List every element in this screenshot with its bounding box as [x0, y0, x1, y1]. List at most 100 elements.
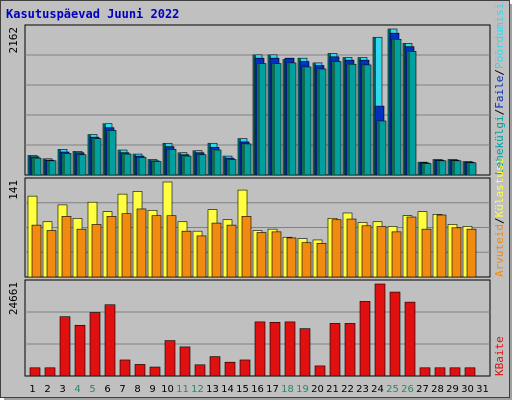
bar-top-pöördumisi-day-27-shade [418, 162, 421, 175]
x-tick-day-15: 15 [236, 384, 249, 395]
legend-item: Lehekülgi [493, 115, 506, 175]
bar-top-lehekülgi-day-16-shade [257, 63, 260, 175]
bar-middle-arvuteid-day-19 [301, 242, 312, 278]
bar-bottom-kbaite-day-23 [359, 301, 371, 377]
bar-top-lehekülgi-day-21-shade [332, 61, 335, 175]
bar-middle-arvuteid-day-20 [316, 243, 327, 278]
x-tick-day-25: 25 [386, 384, 399, 395]
bar-bottom-kbaite-day-14 [224, 361, 236, 377]
bar-middle-arvuteid-day-24 [376, 226, 387, 278]
bar-top-pöördumisi-day-24-shade [373, 37, 376, 176]
x-tick-day-9: 9 [149, 384, 155, 395]
x-tick-day-6: 6 [104, 384, 110, 395]
bar-top-pöördumisi-day-8-shade [133, 154, 136, 175]
x-tick-day-11: 11 [176, 384, 189, 395]
legend-item: Faile [493, 76, 506, 109]
bar-middle-arvuteid-day-13 [211, 222, 222, 278]
bar-top-lehekülgi-day-8-shade [137, 157, 140, 175]
bar-top-pöördumisi-day-19-shade [298, 58, 301, 175]
bar-top-lehekülgi-day-6-shade [107, 130, 110, 175]
x-tick-day-27: 27 [416, 384, 429, 395]
x-tick-day-19: 19 [296, 384, 309, 395]
bar-bottom-kbaite-day-13 [209, 356, 221, 377]
bar-middle-arvuteid-day-25 [391, 231, 402, 278]
legend-item: Pöördumisi [493, 3, 506, 69]
bar-top-pöördumisi-day-22-shade [343, 57, 346, 175]
x-tick-day-30: 30 [461, 384, 474, 395]
panel-top [24, 24, 491, 176]
bar-top-lehekülgi-day-7-shade [122, 154, 125, 175]
bar-bottom-kbaite-day-21 [329, 323, 341, 377]
bar-top-lehekülgi-day-28-shade [437, 160, 440, 175]
bar-top-lehekülgi-day-20-shade [317, 68, 320, 175]
bar-top-lehekülgi-day-4-shade [77, 154, 80, 175]
bar-middle-arvuteid-day-14 [226, 224, 237, 278]
legend-item: KBaite [493, 336, 506, 376]
bar-top-lehekülgi-day-30-shade [467, 162, 470, 175]
bar-bottom-kbaite-day-12 [194, 364, 206, 377]
legend-item: Külastusi [493, 158, 506, 218]
bar-top-lehekülgi-day-15-shade [242, 143, 245, 175]
x-tick-day-21: 21 [326, 384, 339, 395]
y-max-label-top: 2162 [7, 27, 20, 54]
x-tick-day-5: 5 [89, 384, 95, 395]
chart-title: Kasutuspäevad Juuni 2022 [6, 7, 180, 21]
bar-middle-arvuteid-day-4 [76, 228, 87, 278]
bar-bottom-kbaite-day-3 [59, 316, 71, 377]
bar-top-lehekülgi-day-14-shade [227, 159, 230, 175]
bar-top-lehekülgi-day-18-shade [287, 62, 290, 175]
bar-top-pöördumisi-day-20-shade [313, 62, 316, 175]
x-tick-day-16: 16 [251, 384, 264, 395]
bar-top-lehekülgi-day-19-shade [302, 66, 305, 175]
bar-top-lehekülgi-day-27-shade [422, 163, 425, 175]
bar-top-lehekülgi-day-1-shade [32, 158, 35, 175]
bar-top-pöördumisi-day-29-shade [448, 159, 451, 175]
bar-middle-arvuteid-day-11 [181, 230, 192, 278]
bar-middle-arvuteid-day-18 [286, 237, 297, 278]
bar-middle-arvuteid-day-21 [331, 219, 342, 278]
bar-bottom-kbaite-day-10 [164, 340, 176, 377]
bar-top-pöördumisi-day-1-shade [28, 155, 31, 175]
bar-top-pöördumisi-day-2-shade [43, 158, 46, 175]
bar-bottom-kbaite-day-9 [149, 366, 161, 377]
bar-middle-arvuteid-day-23 [361, 225, 372, 278]
bar-top-pöördumisi-day-3-shade [58, 149, 61, 175]
bar-bottom-kbaite-day-20 [314, 365, 326, 377]
bar-top-pöördumisi-day-11-shade [178, 152, 181, 175]
bar-top-pöördumisi-day-5-shade [88, 134, 91, 175]
bar-top-pöördumisi-day-28-shade [433, 159, 436, 175]
bar-middle-arvuteid-day-1 [31, 224, 42, 278]
bar-bottom-kbaite-day-28 [434, 367, 446, 377]
x-tick-day-13: 13 [206, 384, 219, 395]
x-tick-day-31: 31 [476, 384, 489, 395]
x-tick-day-14: 14 [221, 384, 234, 395]
x-tick-day-17: 17 [266, 384, 279, 395]
bar-top-pöördumisi-day-14-shade [223, 156, 226, 175]
x-tick-day-20: 20 [311, 384, 324, 395]
bar-middle-arvuteid-day-17 [271, 231, 282, 278]
bar-top-pöördumisi-day-25-shade [388, 29, 391, 175]
bar-bottom-kbaite-day-26 [404, 301, 416, 377]
x-tick-day-8: 8 [134, 384, 140, 395]
x-tick-day-10: 10 [161, 384, 174, 395]
y-max-label-middle: 141 [7, 180, 20, 200]
x-tick-day-3: 3 [59, 384, 65, 395]
x-tick-day-29: 29 [446, 384, 459, 395]
bar-middle-arvuteid-day-9 [151, 215, 162, 278]
bar-top-lehekülgi-day-11-shade [182, 156, 185, 175]
legend-item: / [493, 69, 506, 76]
bar-top-pöördumisi-day-13-shade [208, 143, 211, 175]
bar-bottom-kbaite-day-22 [344, 323, 356, 377]
bar-top-lehekülgi-day-29-shade [452, 160, 455, 175]
legend-item: / [493, 217, 506, 224]
bar-middle-arvuteid-day-8 [136, 208, 147, 278]
bar-middle-arvuteid-day-2 [46, 230, 57, 278]
bar-bottom-kbaite-day-1 [29, 367, 41, 377]
bar-middle-arvuteid-day-30 [466, 228, 477, 278]
x-tick-labels: 1 2 3 4 5 6 7 8 9 10 11 12 13 14 15 16 17 18 19 20 21 22 23 24 2… [29, 384, 489, 395]
bar-bottom-kbaite-day-24 [374, 283, 386, 377]
x-tick-day-22: 22 [341, 384, 354, 395]
bar-bottom-kbaite-day-18 [284, 321, 296, 377]
bar-top-lehekülgi-day-26-shade [407, 51, 410, 175]
